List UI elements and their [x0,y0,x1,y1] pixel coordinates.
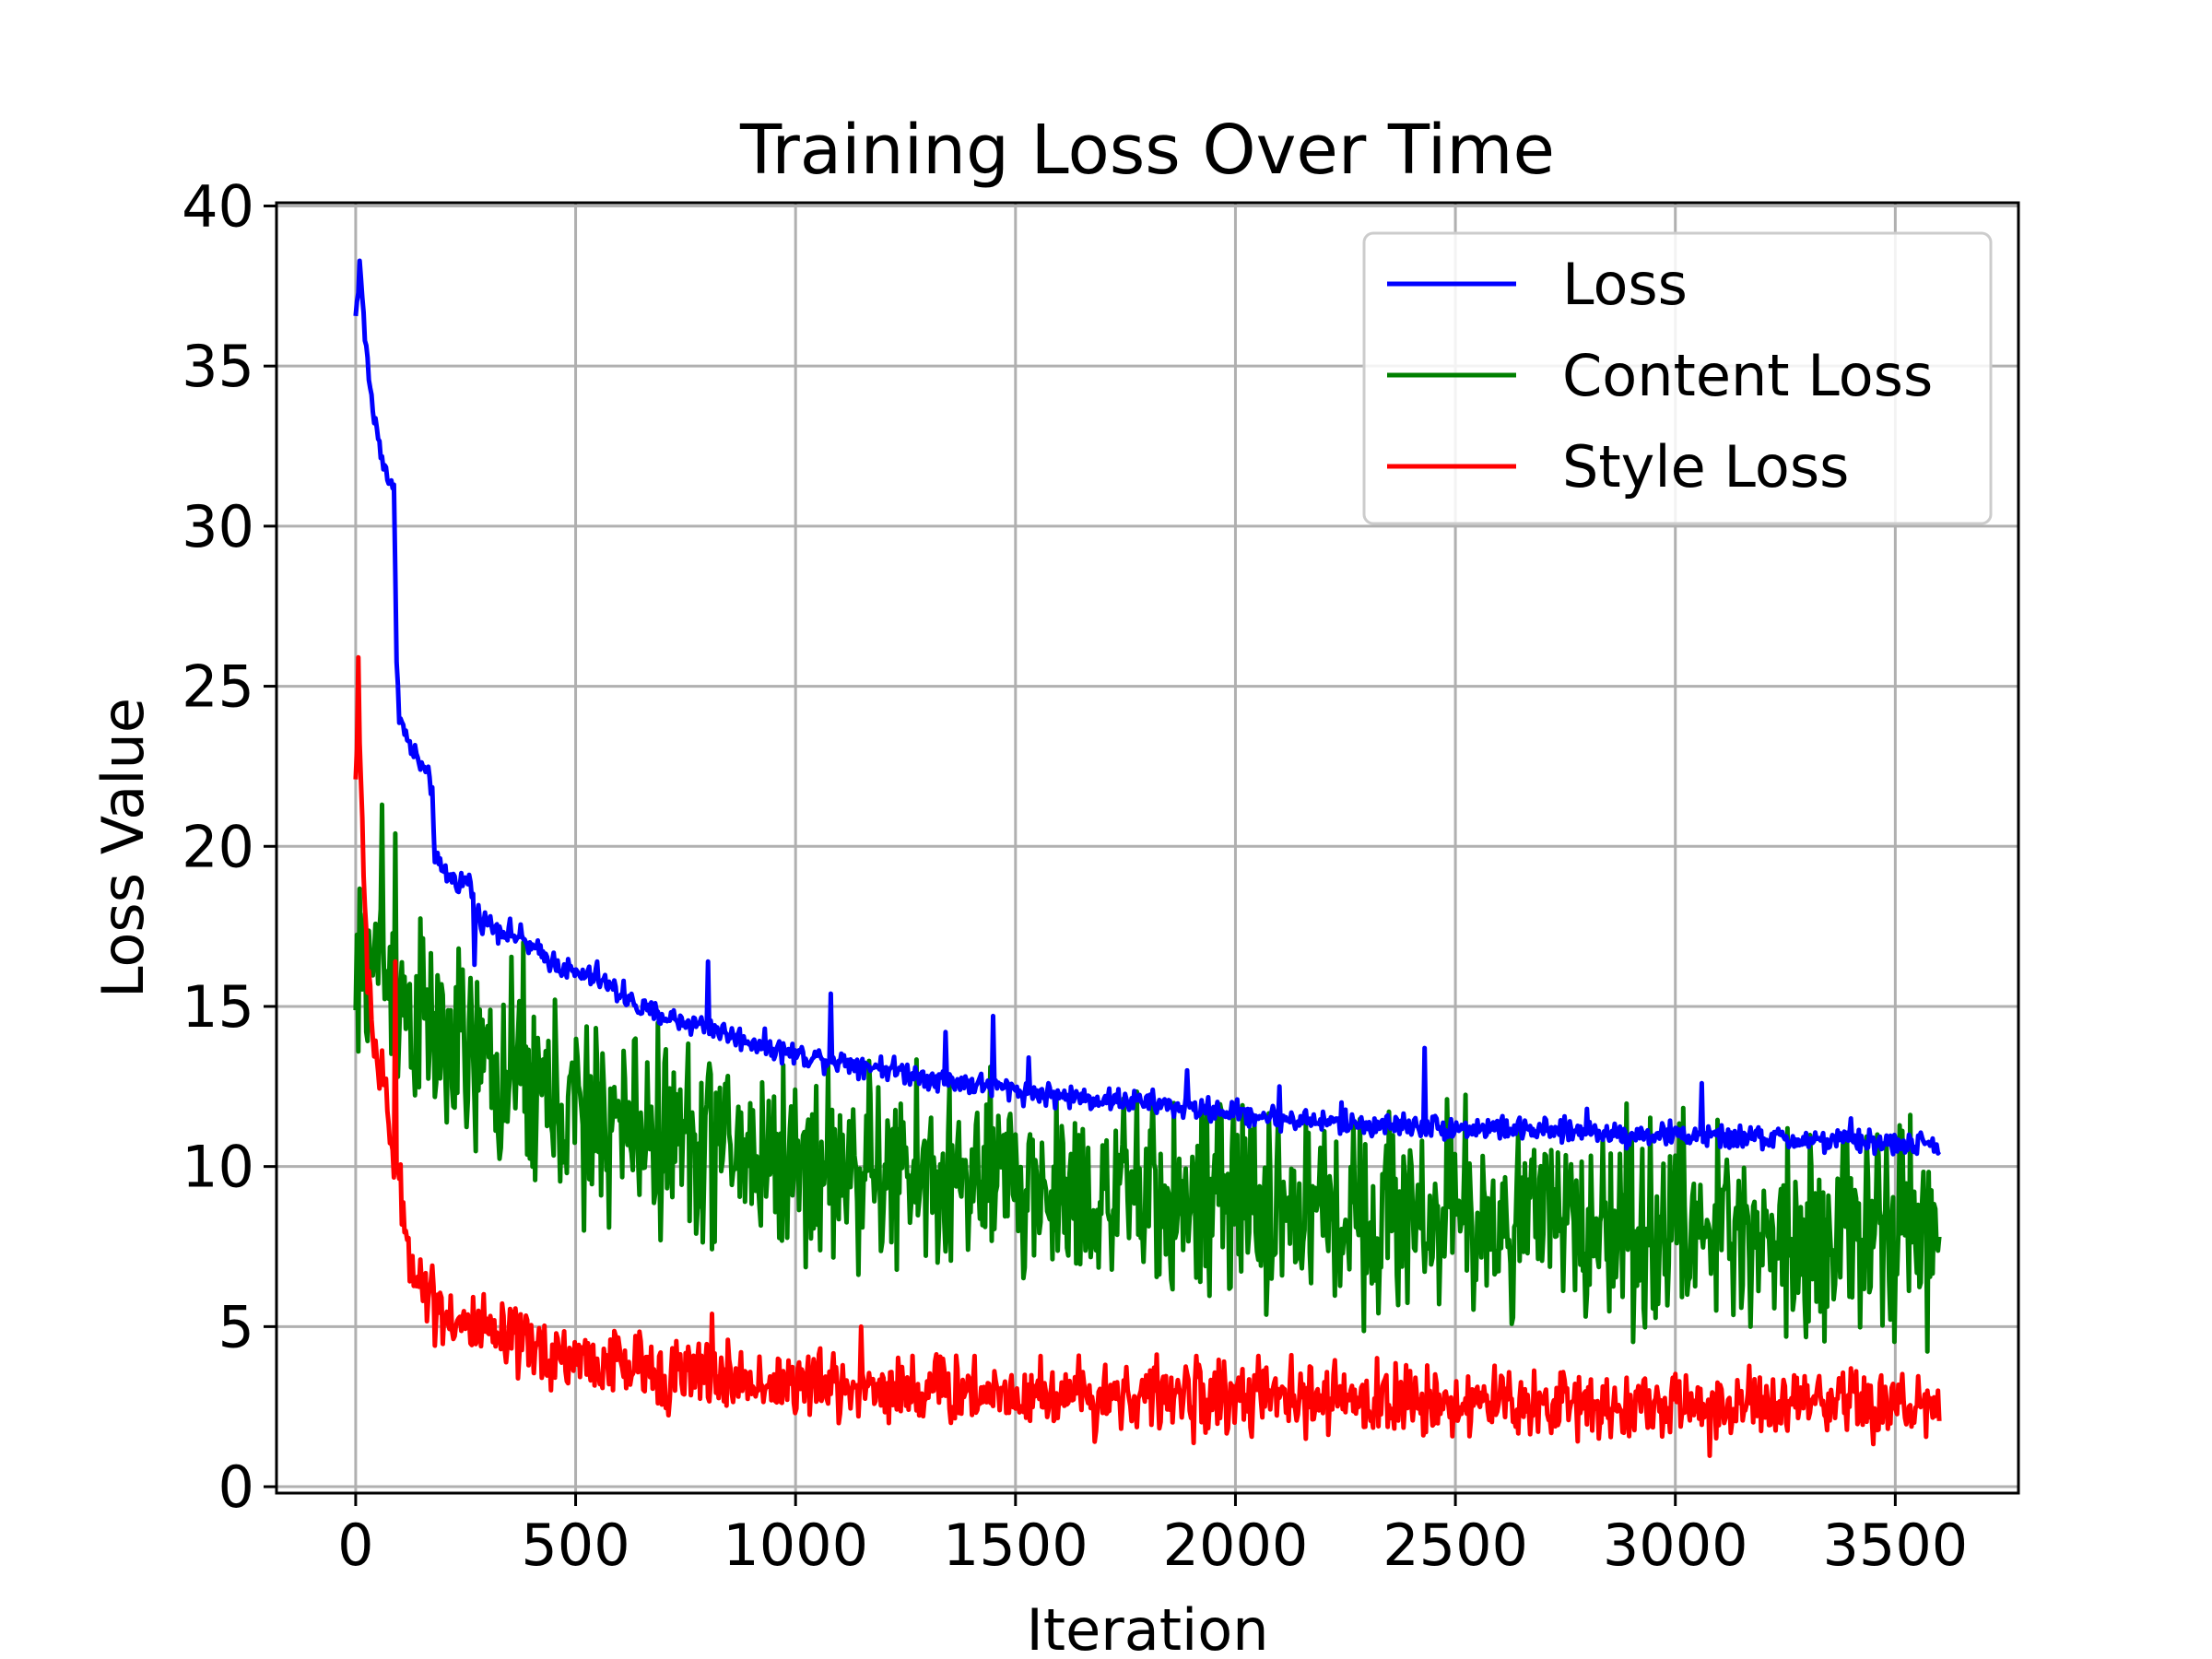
y-tick-label: 30 [182,493,254,560]
y-tick-label: 0 [218,1453,254,1521]
series-line-content-loss [353,802,1942,1354]
x-tick-label: 0 [337,1512,373,1579]
plot-frame [275,201,2020,1495]
x-tick-label: 1000 [723,1512,868,1579]
legend-label-content-loss: Content Loss [1562,342,1933,409]
legend: Loss Content Loss Style Loss [1362,231,1993,525]
chart-title: Training Loss Over Time [739,111,1555,190]
y-tick-label: 10 [182,1134,254,1201]
axis-ticks: 0 500 1000 1500 2000 2500 3000 3500 0 5 10 15 20 25 30… [182,172,1968,1579]
x-tick-label: 3500 [1822,1512,1968,1579]
x-axis-label: Iteration [1027,1596,1269,1659]
y-tick-label: 40 [182,172,254,240]
y-tick-label: 20 [182,813,254,880]
legend-box [1362,231,1993,525]
series-line-loss [353,258,1942,1157]
y-tick-label: 35 [182,333,254,400]
series-line-style-loss [353,654,1942,1458]
x-tick-label: 500 [521,1512,629,1579]
legend-label-style-loss: Style Loss [1562,433,1849,500]
y-tick-label: 5 [218,1293,254,1360]
series-lines [353,258,1942,1458]
y-tick-label: 15 [182,973,254,1041]
y-tick-label: 25 [182,653,254,721]
x-tick-label: 2000 [1163,1512,1309,1579]
legend-label-loss: Loss [1562,251,1688,318]
x-tick-label: 1500 [943,1512,1088,1579]
x-tick-label: 3000 [1603,1512,1748,1579]
x-tick-label: 2500 [1382,1512,1528,1579]
y-axis-label: Loss Value [89,698,157,998]
